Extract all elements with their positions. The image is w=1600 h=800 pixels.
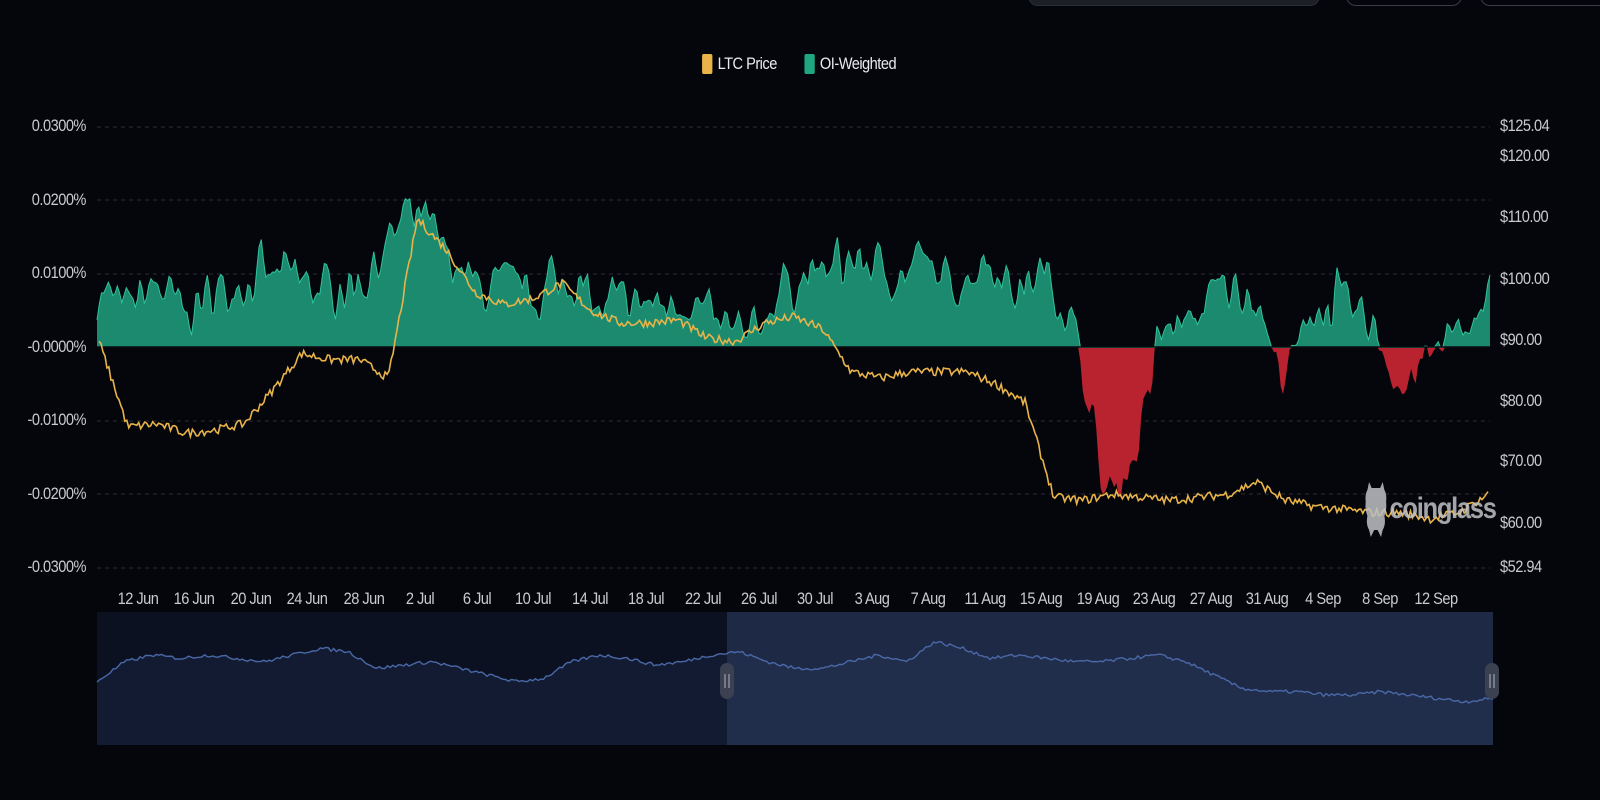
left-axis-tick: -0.0000% <box>27 337 87 356</box>
legend-swatch-price <box>702 54 713 74</box>
left-axis-tick: 0.0100% <box>31 263 87 282</box>
x-axis-tick: 12 Jun <box>117 589 159 608</box>
price-line <box>98 218 1489 525</box>
legend-swatch-oi <box>804 54 815 74</box>
x-axis-tick: 11 Aug <box>964 589 1006 608</box>
navigator-left-handle[interactable] <box>720 663 734 699</box>
x-axis-tick: 26 Jul <box>740 589 777 608</box>
coinglass-watermark: coinglass <box>1364 480 1497 538</box>
legend-item-oi-weighted[interactable]: OI-Weighted <box>804 54 897 74</box>
x-axis-tick: 12 Sep <box>1414 589 1459 608</box>
x-axis-tick: 22 Jul <box>684 589 721 608</box>
x-axis-tick: 20 Jun <box>230 589 272 608</box>
left-axis-tick: -0.0300% <box>27 557 87 576</box>
right-axis-tick: $52.94 <box>1500 557 1542 576</box>
x-axis-tick: 27 Aug <box>1189 589 1232 608</box>
watermark-text: coinglass <box>1389 492 1497 525</box>
x-axis-tick: 6 Jul <box>462 589 492 608</box>
x-axis-tick: 7 Aug <box>910 589 946 608</box>
right-axis-tick: $125.04 <box>1500 116 1550 135</box>
positive-funding-area <box>97 198 1490 348</box>
right-axis-tick: $70.00 <box>1500 451 1542 470</box>
right-axis-tick: $80.00 <box>1500 391 1542 410</box>
navigator-area <box>97 641 1493 745</box>
x-axis-tick: 23 Aug <box>1132 589 1176 608</box>
funding-line <box>96 197 1491 348</box>
left-axis-tick: -0.0200% <box>27 484 87 503</box>
x-axis-tick: 18 Jul <box>628 589 665 608</box>
x-axis-tick: 31 Aug <box>1245 589 1289 608</box>
right-axis-tick: $60.00 <box>1500 513 1542 532</box>
x-axis-tick: 10 Jul <box>515 589 552 608</box>
left-axis-tick: 0.0200% <box>31 190 87 209</box>
navigator-selection[interactable] <box>727 612 1493 745</box>
x-axis-tick: 3 Aug <box>854 589 890 608</box>
x-axis-tick: 28 Jun <box>343 589 385 608</box>
right-axis-tick: $100.00 <box>1500 269 1550 288</box>
legend-item-ltc-price[interactable]: LTC Price <box>702 54 778 74</box>
x-axis-tick: 2 Jul <box>406 589 435 608</box>
navigator-line <box>96 640 1494 704</box>
right-axis-tick: $120.00 <box>1500 146 1550 165</box>
x-axis-tick: 16 Jun <box>174 589 215 608</box>
chart-legend: LTC Price OI-Weighted <box>0 54 1600 74</box>
coinglass-logo-icon <box>1365 482 1387 537</box>
x-axis-tick: 30 Jul <box>797 589 834 608</box>
left-axis-tick: 0.0300% <box>31 116 87 135</box>
x-axis-tick: 15 Aug <box>1019 589 1063 608</box>
x-axis-tick: 19 Aug <box>1076 589 1119 608</box>
legend-label-oi: OI-Weighted <box>820 54 897 73</box>
right-axis-tick: $110.00 <box>1500 207 1549 226</box>
x-axis-tick: 4 Sep <box>1305 589 1342 608</box>
left-axis-tick: -0.0100% <box>27 410 87 429</box>
x-axis-tick: 14 Jul <box>571 589 608 608</box>
legend-label-price: LTC Price <box>717 54 778 73</box>
x-axis-tick: 24 Jun <box>286 589 328 608</box>
negative-funding-area <box>97 347 1490 498</box>
right-axis-tick: $90.00 <box>1500 330 1542 349</box>
navigator-right-handle[interactable] <box>1485 663 1499 699</box>
x-axis-tick: 8 Sep <box>1362 589 1398 608</box>
